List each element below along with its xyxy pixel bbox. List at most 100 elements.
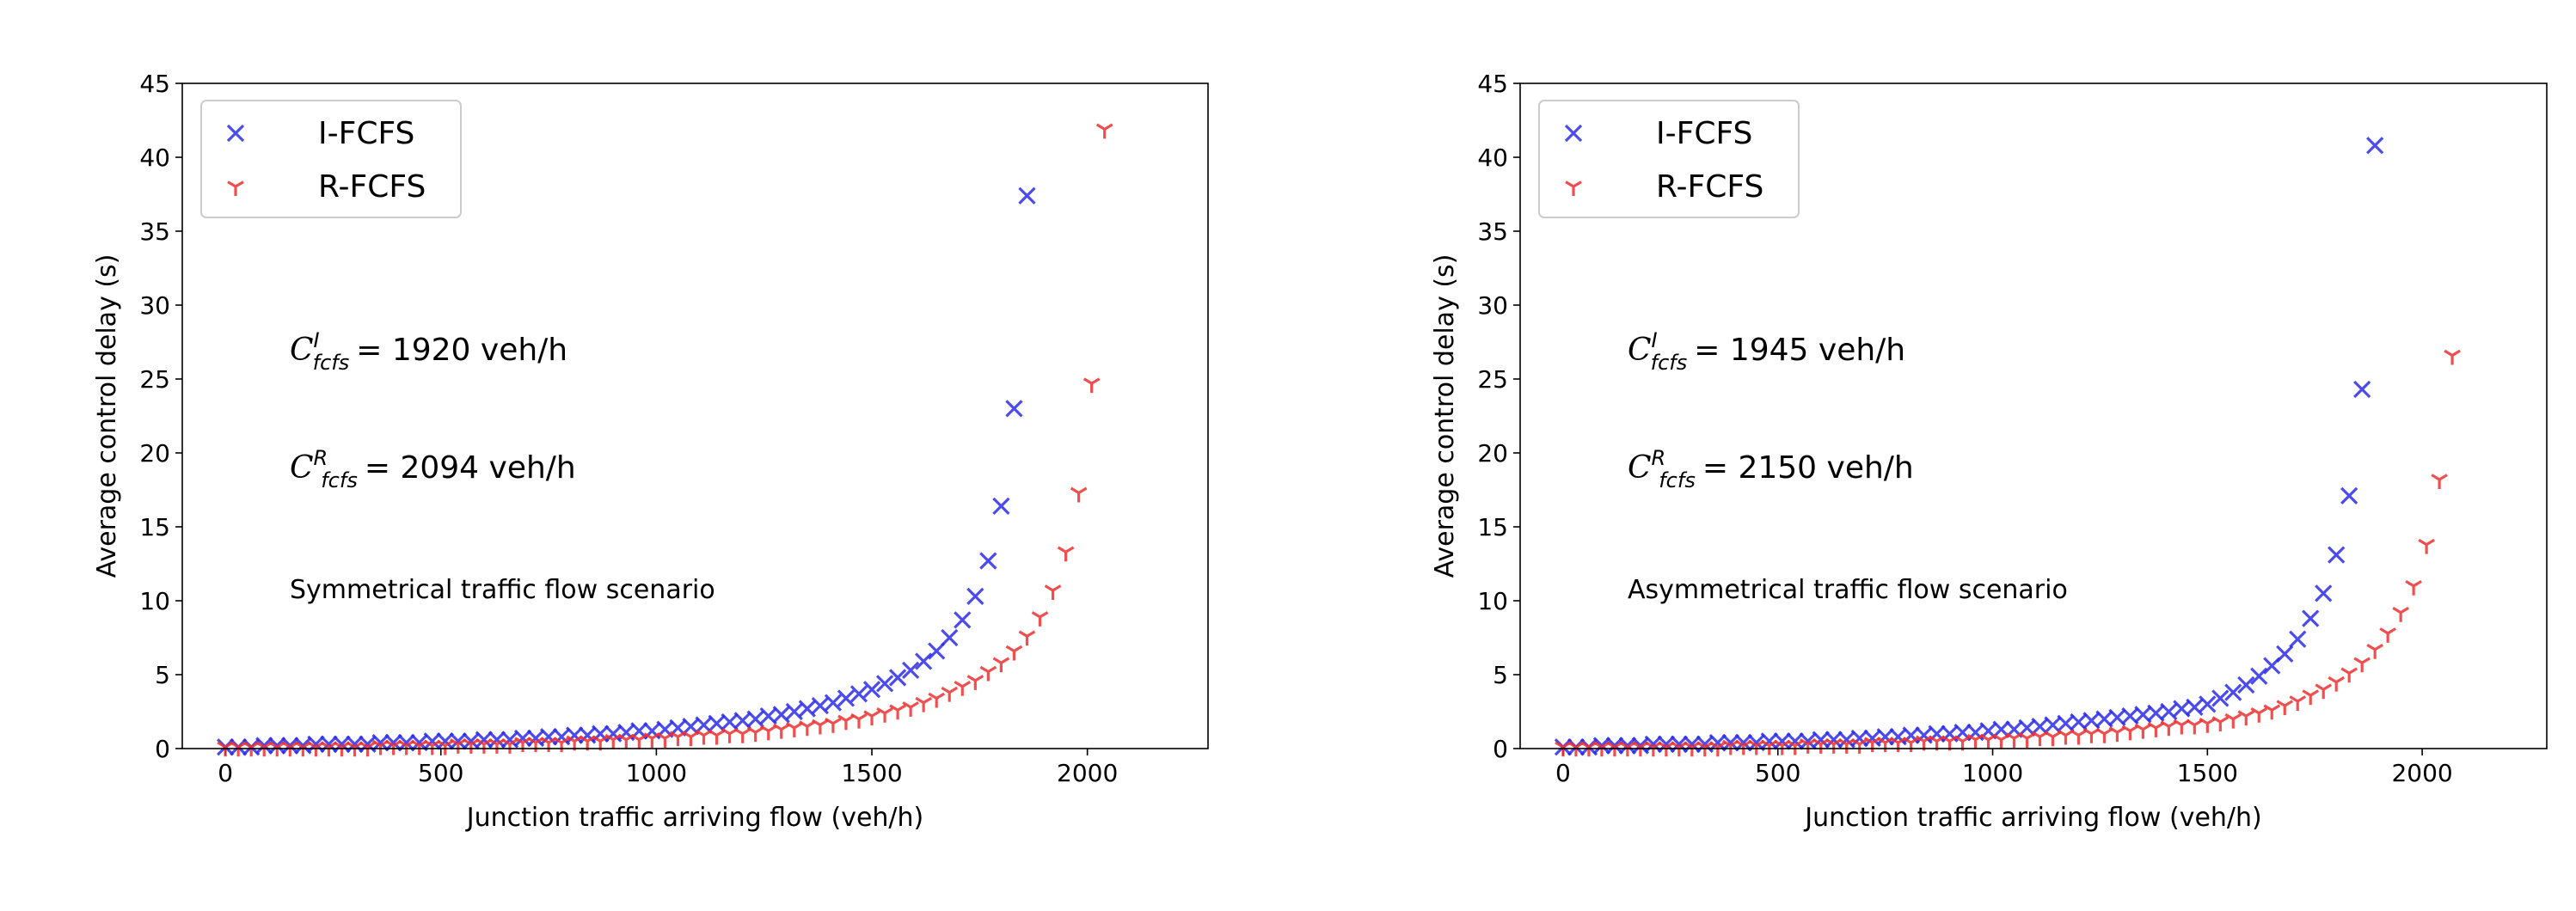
x-tick-label: 1000 bbox=[626, 759, 687, 787]
y-axis-label: Average control delay (s) bbox=[92, 254, 122, 578]
data-point bbox=[2186, 718, 2204, 735]
data-point bbox=[902, 701, 919, 717]
data-point bbox=[2263, 704, 2281, 720]
y-tick-label: 35 bbox=[139, 217, 170, 246]
data-point bbox=[2211, 716, 2229, 732]
data-point bbox=[850, 712, 868, 729]
y-axis-label: Average control delay (s) bbox=[1430, 254, 1460, 578]
data-point bbox=[1683, 735, 1701, 753]
data-point bbox=[2379, 627, 2396, 643]
legend-marker bbox=[227, 180, 244, 196]
data-point bbox=[1902, 737, 1920, 753]
data-point bbox=[785, 702, 803, 721]
subscript: fcfs bbox=[1651, 351, 1688, 375]
data-point bbox=[799, 720, 816, 737]
data-point bbox=[2005, 732, 2023, 748]
legend-box bbox=[1538, 100, 1800, 218]
data-point bbox=[901, 661, 920, 679]
legend-label: R-FCFS bbox=[318, 169, 426, 205]
data-point bbox=[669, 731, 687, 747]
data-point bbox=[2044, 731, 2062, 747]
data-point bbox=[2173, 718, 2191, 735]
data-point bbox=[875, 675, 894, 693]
data-point bbox=[2328, 546, 2346, 564]
data-point bbox=[2160, 720, 2178, 737]
data-point bbox=[2289, 630, 2307, 648]
data-point bbox=[371, 733, 389, 752]
data-point bbox=[2276, 645, 2294, 663]
data-point bbox=[2250, 667, 2268, 685]
y-tick-label: 15 bbox=[139, 513, 170, 541]
data-point bbox=[1005, 400, 1023, 418]
x-tick-label: 0 bbox=[1555, 759, 1571, 787]
y-tick-label: 15 bbox=[1477, 513, 1508, 541]
data-point bbox=[566, 726, 584, 744]
legend-marker bbox=[1564, 124, 1583, 143]
data-point bbox=[759, 725, 777, 741]
symbol: C bbox=[290, 450, 314, 486]
annotation-text: = 2094 veh/h bbox=[365, 450, 576, 486]
data-point bbox=[862, 681, 881, 699]
x-tick-label: 1000 bbox=[1962, 759, 2023, 787]
data-point bbox=[746, 726, 764, 743]
scenario-annotation: Asymmetrical traffic flow scenario bbox=[1628, 575, 2068, 605]
y-tick-label: 25 bbox=[139, 365, 170, 394]
data-point bbox=[553, 737, 570, 753]
data-point bbox=[1850, 729, 1868, 748]
capacity-annotation: CR fcfs = 2094 veh/h bbox=[290, 446, 576, 492]
data-point bbox=[2392, 606, 2409, 622]
data-point bbox=[954, 611, 972, 629]
superscript: I bbox=[1652, 328, 1658, 352]
data-point bbox=[824, 694, 843, 712]
data-point bbox=[2328, 676, 2346, 692]
data-point bbox=[772, 723, 790, 739]
y-tick-label: 5 bbox=[155, 661, 170, 689]
capacity-annotation: CI fcfs = 1945 veh/h bbox=[1628, 328, 1905, 375]
data-point bbox=[2340, 667, 2358, 683]
symbol: C bbox=[290, 333, 314, 368]
legend-label: I-FCFS bbox=[318, 116, 414, 151]
data-point bbox=[1657, 735, 1675, 753]
data-point bbox=[320, 735, 338, 753]
y-tick-label: 0 bbox=[1493, 735, 1508, 763]
data-point bbox=[2211, 689, 2229, 707]
data-point bbox=[915, 652, 933, 670]
data-point bbox=[2276, 700, 2294, 716]
data-point bbox=[1070, 486, 1088, 503]
data-point bbox=[2444, 349, 2461, 365]
data-point bbox=[2031, 731, 2049, 747]
data-point bbox=[2070, 729, 2088, 745]
data-point bbox=[1031, 611, 1049, 627]
data-point bbox=[656, 732, 674, 748]
data-point bbox=[1644, 735, 1663, 753]
data-point bbox=[2160, 702, 2178, 721]
data-point bbox=[346, 735, 364, 753]
data-point bbox=[2108, 726, 2126, 743]
data-point bbox=[617, 733, 635, 749]
data-point bbox=[876, 706, 893, 723]
data-point bbox=[513, 729, 532, 748]
x-tick-label: 0 bbox=[218, 759, 233, 787]
data-point bbox=[1876, 728, 1894, 746]
data-point bbox=[2353, 380, 2371, 399]
data-point bbox=[384, 733, 402, 752]
data-point bbox=[2289, 695, 2307, 711]
data-point bbox=[1825, 731, 1843, 749]
data-point bbox=[2250, 706, 2268, 723]
data-point bbox=[915, 696, 932, 712]
data-point bbox=[1760, 732, 1778, 750]
data-point bbox=[1670, 735, 1688, 753]
y-tick-label: 10 bbox=[1477, 587, 1508, 615]
data-point bbox=[941, 686, 959, 702]
data-point bbox=[2057, 729, 2075, 745]
data-point bbox=[2237, 676, 2255, 694]
x-tick-label: 1500 bbox=[2177, 759, 2238, 787]
data-point bbox=[397, 733, 415, 752]
data-point bbox=[475, 731, 494, 749]
axes-frame bbox=[181, 83, 1209, 749]
data-point bbox=[1979, 733, 1997, 749]
data-point bbox=[307, 735, 325, 753]
data-point bbox=[2431, 474, 2448, 489]
data-point bbox=[2082, 728, 2101, 743]
axes-frame bbox=[1519, 83, 2548, 749]
